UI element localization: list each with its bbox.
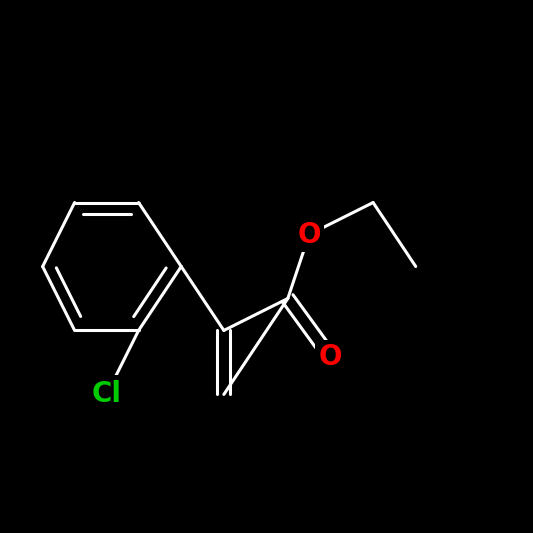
Text: Cl: Cl — [92, 381, 122, 408]
Text: O: O — [319, 343, 342, 371]
Text: O: O — [297, 221, 321, 248]
